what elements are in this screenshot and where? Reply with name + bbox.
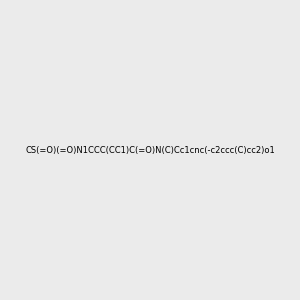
Text: CS(=O)(=O)N1CCC(CC1)C(=O)N(C)Cc1cnc(-c2ccc(C)cc2)o1: CS(=O)(=O)N1CCC(CC1)C(=O)N(C)Cc1cnc(-c2c… [25,146,275,154]
